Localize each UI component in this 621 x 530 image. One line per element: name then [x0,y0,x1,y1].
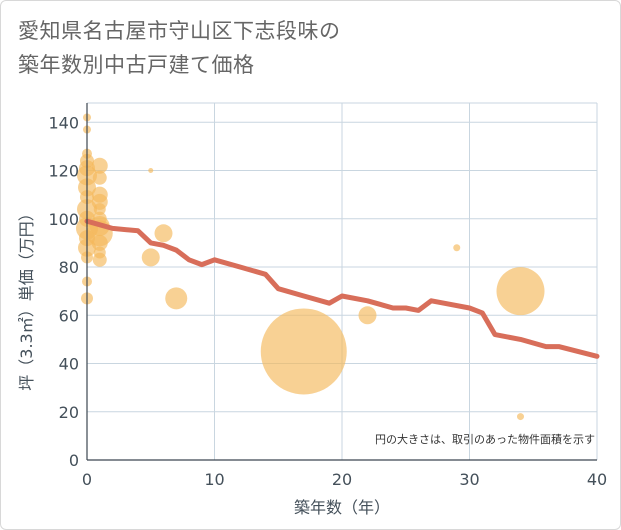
data-bubble [358,306,377,325]
data-bubble [496,267,545,316]
data-bubble [91,157,108,174]
chart-title-line1: 愛知県名古屋市守山区下志段味の [18,19,341,43]
y-axis-label: 坪（3.3㎡）単価（万円） [17,205,36,390]
y-tick-label: 20 [59,403,79,422]
data-bubble [154,224,173,243]
data-bubble [148,168,154,174]
y-tick-label: 40 [59,355,79,374]
data-bubble [92,170,107,185]
y-tick-label: 80 [59,258,79,277]
data-bubble [517,413,524,421]
y-tick-label: 120 [48,162,79,181]
x-tick-label: 10 [204,470,224,489]
data-bubble [93,203,106,216]
axis-labels: 築年数（年） 坪（3.3㎡）単価（万円） 円の大きさは、取引のあった物件面積を示… [17,205,595,517]
size-legend-note: 円の大きさは、取引のあった物件面積を示す [375,432,595,446]
x-axis-label: 築年数（年） [294,498,390,517]
data-bubble [165,287,188,310]
y-tick-label: 0 [69,451,79,470]
data-bubble [93,246,106,259]
trend-layer [84,218,600,359]
trend-line [84,218,600,359]
y-tick-label: 140 [48,113,79,132]
y-tick-label: 100 [48,210,79,229]
chart-title: 愛知県名古屋市守山区下志段味の 築年数別中古戸建て価格 [18,14,341,82]
x-tick-label: 20 [332,470,352,489]
data-bubble [91,234,108,251]
data-bubble [260,308,347,395]
axes: 0 20 40 60 80 100 120 140 0 10 20 30 40 [48,103,607,489]
x-tick-label: 30 [459,470,479,489]
x-tick-label: 0 [82,470,92,489]
x-tick-label: 40 [587,470,607,489]
y-tick-label: 60 [59,306,79,325]
grid [87,102,598,460]
data-bubble [453,244,461,252]
chart-title-line2: 築年数別中古戸建て価格 [18,53,255,77]
data-bubble [141,248,160,267]
